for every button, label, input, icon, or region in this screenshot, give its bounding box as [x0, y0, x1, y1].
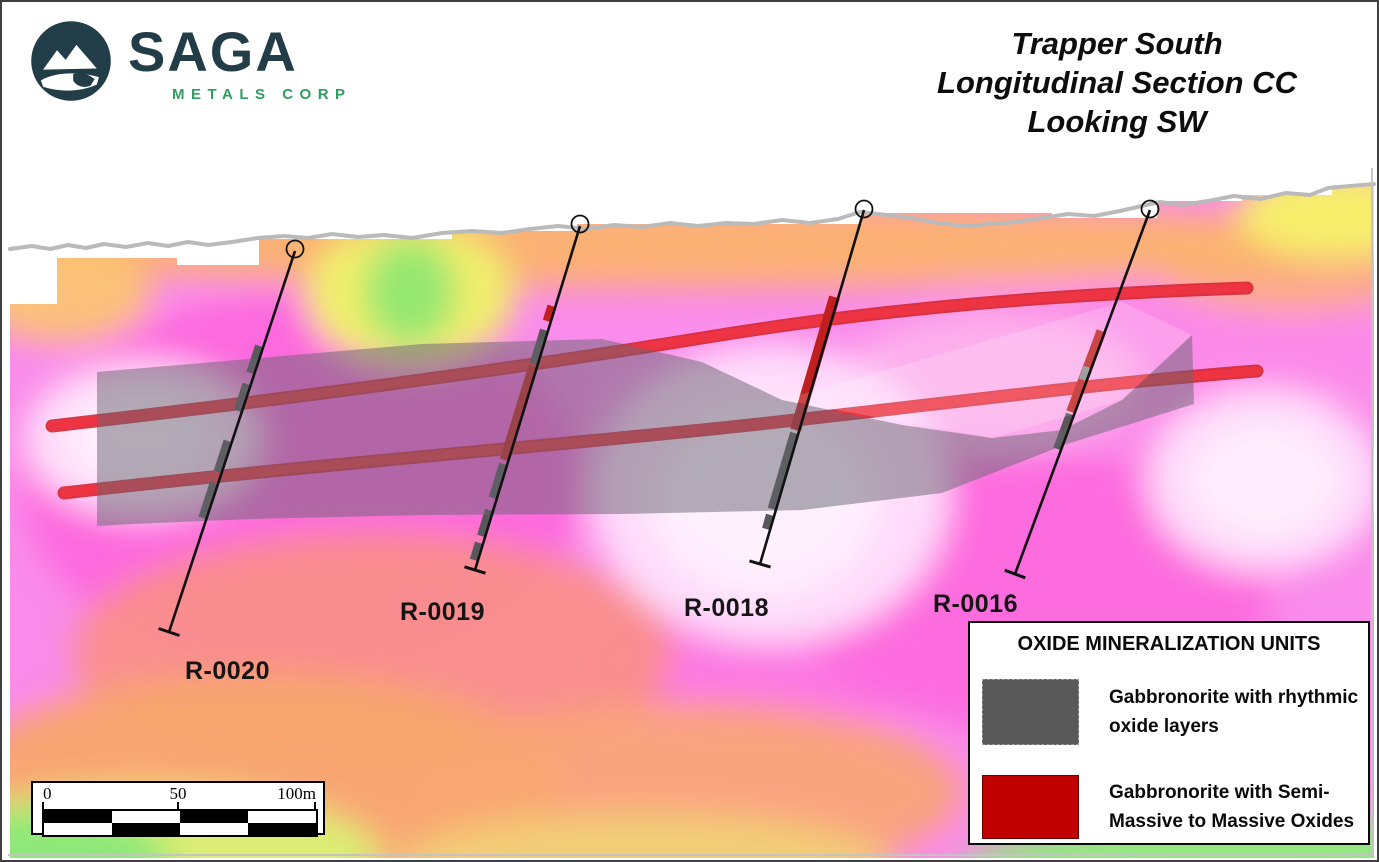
hole-end-tick	[1004, 568, 1026, 580]
frame-bottom-edge	[8, 854, 1373, 856]
legend-title: OXIDE MINERALIZATION UNITS	[1017, 633, 1321, 655]
collar-icon	[854, 199, 874, 219]
legend-item-rhythmic-oxide: Gabbronorite with rhythmic oxide layers	[982, 679, 1360, 745]
scale-label-50: 50	[169, 784, 187, 803]
drillhole-R-0019	[464, 214, 590, 575]
drillhole-label-R-0018: R-0018	[684, 594, 769, 622]
scale-tick	[314, 802, 316, 809]
saga-mountain-logo-icon	[31, 21, 111, 101]
brand-subtitle: METALS CORP	[172, 86, 352, 103]
collar-icon	[570, 214, 590, 234]
drillhole-R-0020	[158, 239, 305, 637]
surface-topography-line	[8, 182, 1376, 251]
brand-logo: SAGA METALS CORP	[28, 18, 352, 104]
collar-icon	[285, 239, 305, 259]
collar-icon	[1140, 199, 1160, 219]
figure-title-line-1: Trapper South	[1011, 26, 1223, 61]
hole-end-tick	[749, 559, 772, 569]
brand-name: SAGA	[128, 20, 298, 83]
gray-envelope-light-facet	[782, 302, 1192, 438]
frame-right-edge	[1371, 168, 1373, 855]
figure-title-line-2: Longitudinal Section CC	[937, 65, 1297, 100]
hole-end-tick	[464, 565, 486, 575]
scale-label-100: 100m	[277, 784, 316, 803]
brand-text: SAGA METALS CORP	[128, 18, 352, 104]
scale-tick	[177, 802, 179, 809]
drillhole-label-R-0019: R-0019	[400, 598, 485, 626]
drillhole-label-R-0016: R-0016	[933, 590, 1018, 618]
legend-item-massive-oxide: Gabbronorite with Semi-Massive to Massiv…	[982, 775, 1360, 839]
legend-box: OXIDE MINERALIZATION UNITS Gabbronorite …	[968, 621, 1370, 845]
legend-swatch-gray	[982, 679, 1079, 745]
legend-swatch-red	[982, 775, 1079, 839]
legend-label: Gabbronorite with rhythmic oxide layers	[1109, 686, 1359, 737]
drillhole-traces	[158, 199, 1160, 637]
scale-label-0: 0	[43, 784, 52, 803]
hole-end-tick	[158, 627, 180, 637]
figure-title-line-3: Looking SW	[1027, 104, 1207, 139]
scale-tick	[42, 802, 44, 809]
legend-label: Gabbronorite with Semi-Massive to Massiv…	[1109, 781, 1355, 832]
drillhole-R-0016	[1004, 199, 1160, 580]
scale-bar: 0 50 100m	[31, 781, 325, 837]
drillhole-label-R-0020: R-0020	[185, 657, 270, 685]
figure-title: Trapper South Longitudinal Section CC Lo…	[877, 24, 1357, 141]
drillhole-R-0018	[749, 199, 874, 569]
gray-envelope-polygon	[97, 335, 1194, 526]
scale-checker-bar	[42, 809, 318, 837]
